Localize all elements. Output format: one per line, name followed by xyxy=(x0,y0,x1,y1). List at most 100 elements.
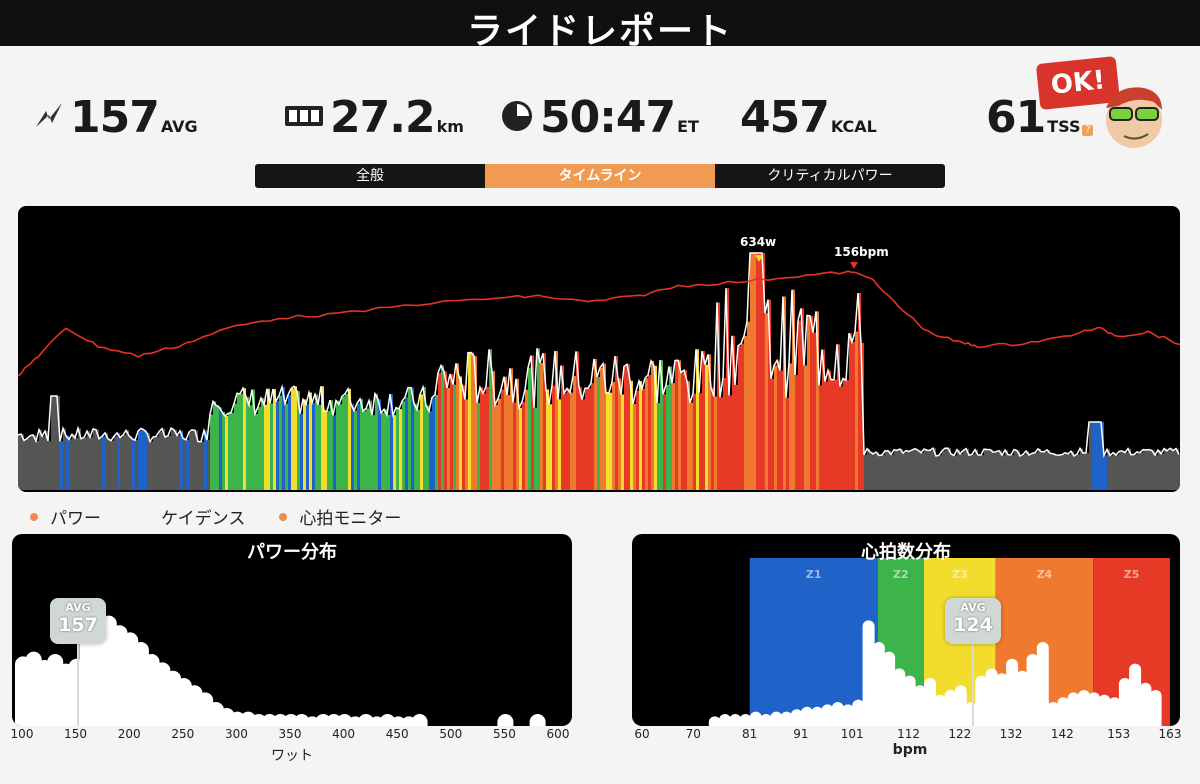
power-area-bar xyxy=(75,438,78,490)
calories-unit: KCAL xyxy=(830,117,877,136)
power-zone-bar xyxy=(852,341,855,490)
power-zone-bar xyxy=(276,401,279,490)
power-tick-label: 400 xyxy=(332,727,356,741)
power-zone-bar xyxy=(678,360,681,490)
power-zone-bar xyxy=(579,386,582,490)
power-area-bar xyxy=(150,441,153,490)
power-area-bar xyxy=(867,448,870,490)
power-area-bar xyxy=(897,450,900,490)
power-area-bar xyxy=(999,450,1002,490)
power-area-bar xyxy=(201,441,204,490)
power-zone-bar xyxy=(117,432,120,490)
power-zone-bar xyxy=(492,371,495,490)
power-area-bar xyxy=(1080,448,1083,490)
power-area-bar xyxy=(1029,455,1032,490)
power-zone-bar xyxy=(273,389,276,490)
power-area-bar xyxy=(1032,453,1035,490)
hr-avg-badge: AVG 124 xyxy=(945,598,1001,644)
power-area-bar xyxy=(981,455,984,490)
power-area-bar xyxy=(948,448,951,490)
power-area-bar xyxy=(1038,448,1041,490)
power-zone-bar xyxy=(330,400,333,490)
power-area-bar xyxy=(1098,422,1101,490)
power-zone-bar xyxy=(765,313,768,490)
power-zone-bar xyxy=(321,386,324,490)
power-tick-label: 500 xyxy=(439,727,463,741)
hr-histogram-bar xyxy=(729,714,742,726)
tab-overview[interactable]: 全般 xyxy=(255,164,485,188)
help-icon[interactable]: ? xyxy=(1082,125,1094,136)
tab-timeline[interactable]: タイムライン xyxy=(485,164,715,188)
power-area-bar xyxy=(909,451,912,490)
power-zone-bar xyxy=(387,415,390,490)
power-zone-bar xyxy=(846,380,849,490)
chart-legend: パワー ケイデンス 心拍モニター xyxy=(30,504,401,529)
power-zone-bar xyxy=(519,407,522,490)
hr-histogram-bar xyxy=(749,711,762,726)
power-zone-bar xyxy=(471,352,474,490)
power-area-bar xyxy=(1122,450,1125,490)
power-zone-bar xyxy=(729,395,732,490)
power-area-bar xyxy=(174,429,177,490)
power-area-bar xyxy=(189,432,192,490)
hr-histogram-bar xyxy=(954,685,967,726)
power-area-bar xyxy=(69,439,72,490)
heart-rate-line xyxy=(18,270,1180,377)
legend-power[interactable]: パワー xyxy=(30,504,101,529)
power-area-bar xyxy=(1131,454,1134,490)
power-zone-bar xyxy=(180,430,183,490)
power-zone-bar xyxy=(726,288,729,490)
power-area-bar xyxy=(1062,454,1065,490)
hr-histogram-bar xyxy=(719,714,731,726)
power-zone-bar xyxy=(735,384,738,490)
power-area-bar xyxy=(1110,455,1113,490)
power-area-bar xyxy=(72,434,75,490)
peak-hr-label: 156bpm xyxy=(834,245,889,259)
power-tick-label: 350 xyxy=(278,727,302,741)
power-area-bar xyxy=(984,449,987,490)
power-zone-bar xyxy=(645,378,648,490)
power-zone-bar xyxy=(552,385,555,490)
power-area-bar xyxy=(1170,448,1173,490)
power-line xyxy=(18,252,1180,458)
power-histogram-bar xyxy=(497,714,514,726)
power-zone-bar xyxy=(531,355,534,490)
power-zone-bar xyxy=(408,387,411,490)
power-area-bar xyxy=(48,440,51,490)
power-zone-bar xyxy=(714,396,717,490)
power-zone-bar xyxy=(555,351,558,490)
power-zone-bar xyxy=(372,415,375,490)
power-area-bar xyxy=(957,449,960,490)
power-zone-bar xyxy=(456,363,459,490)
power-zone-bar xyxy=(624,366,627,490)
power-area-bar xyxy=(978,454,981,490)
power-zone-bar xyxy=(747,321,750,490)
power-zone-bar xyxy=(561,365,564,490)
lightning-icon xyxy=(34,101,64,135)
power-area-bar xyxy=(21,434,24,490)
power-zone-bar xyxy=(360,398,363,490)
power-area-bar xyxy=(96,429,99,490)
power-zone-bar xyxy=(576,351,579,490)
legend-cadence[interactable]: ケイデンス xyxy=(161,504,245,529)
power-area-bar xyxy=(1176,448,1179,490)
power-area-bar xyxy=(33,434,36,490)
power-zone-bar xyxy=(252,389,255,490)
tab-critical-power[interactable]: クリティカルパワー xyxy=(715,164,945,188)
power-area-bar xyxy=(54,396,57,490)
heart-rate-dot-icon xyxy=(279,512,288,521)
power-zone-bar xyxy=(792,289,795,490)
legend-heart-rate[interactable]: 心拍モニター xyxy=(279,504,401,529)
power-area-bar xyxy=(915,448,918,490)
power-area-bar xyxy=(1152,450,1155,490)
power-zone-bar xyxy=(540,362,543,490)
power-zone-bar xyxy=(399,409,402,490)
power-zone-bar xyxy=(453,384,456,490)
hr-histogram-bar xyxy=(708,716,721,726)
power-zone-bar xyxy=(258,406,261,490)
power-zone-bar xyxy=(222,411,225,490)
power-zone-bar xyxy=(828,370,831,490)
power-zone-bar xyxy=(525,389,528,490)
power-zone-bar xyxy=(840,386,843,490)
peak-hr-marker xyxy=(850,262,858,269)
